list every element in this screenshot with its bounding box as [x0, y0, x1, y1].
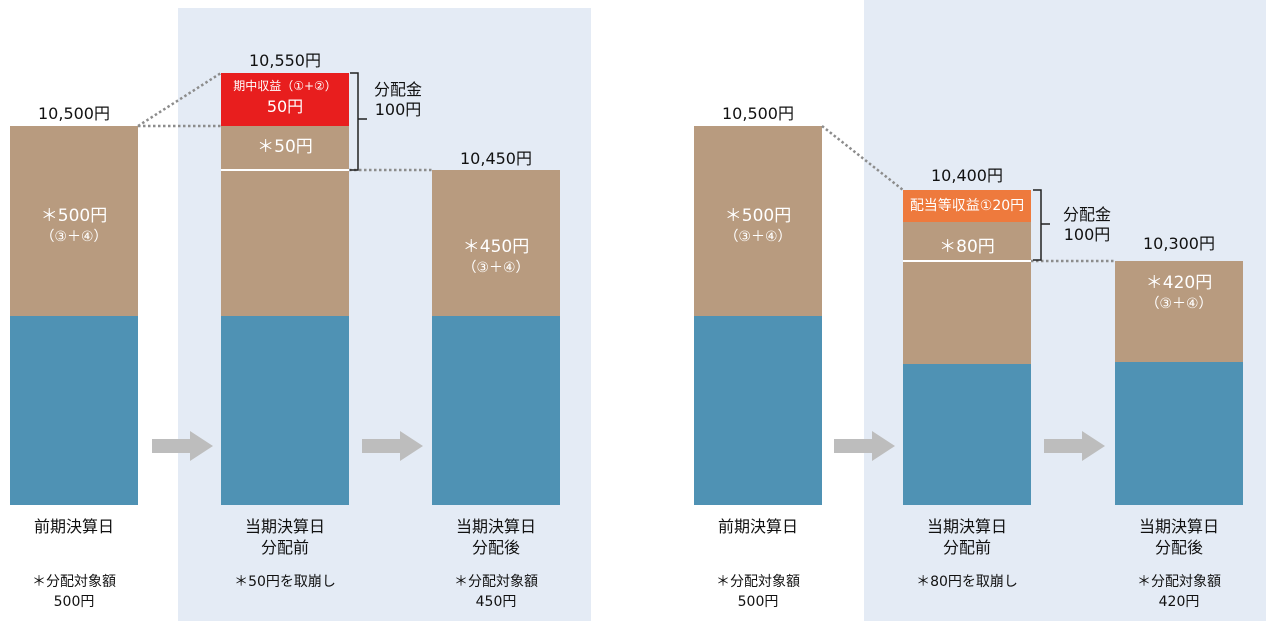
- right-bar3-top-value: 10,300円: [1143, 234, 1215, 253]
- right-bar3-label: 当期決算日 分配後: [1115, 516, 1243, 558]
- right-bracket: [1033, 189, 1042, 261]
- right-bar1-label: 前期決算日: [717, 517, 798, 536]
- right-bar2-orange-text: 配当等収益①20円: [909, 198, 1025, 214]
- left-bar2-label-line2: 分配前: [260, 538, 309, 557]
- right-bar3-tan-segment: [1115, 261, 1243, 362]
- right-bar1-note: ＊分配対象額 500円: [694, 572, 822, 612]
- right-bar2-note: ＊80円を取崩し: [916, 574, 1018, 590]
- right-bar3-tan-label: ＊420円 （③＋④）: [1115, 272, 1243, 314]
- right-bar2-blue-segment: [903, 364, 1031, 505]
- right-bar3-note: ＊分配対象額 420円: [1115, 572, 1243, 612]
- right-dividend-label: 分配金 100円: [1052, 205, 1122, 245]
- left-bar3-label-line1: 当期決算日: [455, 517, 536, 536]
- left-arrow-2: [362, 431, 423, 461]
- right-arrow-1: [834, 431, 895, 461]
- left-bar2-divider: [221, 169, 349, 171]
- right-bar2-label-line2: 分配前: [942, 538, 991, 557]
- right-bar2-tan-main: ＊80円: [939, 237, 995, 257]
- left-bar3-tan-sub: （③＋④）: [462, 260, 530, 276]
- right-bar3-label-line1: 当期決算日: [1138, 517, 1219, 536]
- right-bar1-tan-label: ＊500円 （③＋④）: [694, 205, 822, 247]
- right-bar2-label: 当期決算日 分配前: [903, 516, 1031, 558]
- right-bar1-tan-segment: [694, 126, 822, 316]
- left-bar3-note-line1: ＊分配対象額: [454, 574, 538, 590]
- left-bar2-label: 当期決算日 分配前: [221, 516, 349, 558]
- left-bar2-red-label: 期中収益（①+②） 50円: [221, 76, 349, 118]
- left-bar2-blue-segment: [221, 316, 349, 505]
- left-bar3-note: ＊分配対象額 450円: [432, 572, 560, 612]
- right-bar2-divider: [903, 260, 1031, 262]
- left-dividend-line2: 100円: [374, 100, 422, 119]
- right-bar3-note-line1: ＊分配対象額: [1137, 574, 1221, 590]
- left-dividend-label: 分配金 100円: [368, 80, 428, 120]
- left-bar3-tan-label: ＊450円 （③＋④）: [432, 236, 560, 278]
- right-bar3-note-line2: 420円: [1158, 594, 1200, 610]
- left-bar3-note-line2: 450円: [475, 594, 517, 610]
- left-bar3-blue-segment: [432, 316, 560, 505]
- left-bar2-top-value: 10,550円: [249, 51, 321, 70]
- right-bar1-blue-segment: [694, 316, 822, 505]
- left-bar2-red-segment: [221, 73, 349, 126]
- left-connector-diagonal: [137, 71, 222, 128]
- left-bar3-tan-main: ＊450円: [462, 237, 530, 257]
- left-bar1-tan-main: ＊500円: [40, 206, 108, 226]
- left-bar2-red-line2: 50円: [266, 97, 304, 116]
- left-bracket: [350, 72, 359, 171]
- left-bar2-tan-label: ＊50円: [221, 136, 349, 158]
- right-bar2-orange-label: 配当等収益①20円: [903, 195, 1031, 217]
- right-bar1-tan-sub: （③＋④）: [724, 229, 792, 245]
- left-bar1-tan-sub: （③＋④）: [40, 229, 108, 245]
- left-bar2-label-line1: 当期決算日: [244, 517, 325, 536]
- right-bar2-tan-label: ＊80円: [903, 236, 1031, 258]
- right-bar2-top-value: 10,400円: [931, 166, 1003, 185]
- left-bar1-note-line2: 500円: [53, 594, 95, 610]
- left-bar1-label: 前期決算日: [33, 517, 114, 536]
- left-bar2-red-line1: 期中収益（①+②）: [233, 79, 337, 93]
- right-dividend-line2: 100円: [1063, 225, 1111, 244]
- left-bar1-blue-segment: [10, 316, 138, 505]
- left-bar3-top-value: 10,450円: [460, 149, 532, 168]
- left-bar2-tan-segment: [221, 126, 349, 316]
- left-bar3-label: 当期決算日 分配後: [432, 516, 560, 558]
- right-dividend-line1: 分配金: [1062, 205, 1111, 224]
- left-bar1-note-line1: ＊分配対象額: [32, 574, 116, 590]
- left-bar1-tan-label: ＊500円 （③＋④）: [10, 205, 138, 247]
- right-connector-diagonal: [821, 125, 904, 191]
- right-bar1-note-line2: 500円: [737, 594, 779, 610]
- left-bar1-tan-segment: [10, 126, 138, 316]
- left-bar1-note: ＊分配対象額 500円: [10, 572, 138, 612]
- right-bar3-blue-segment: [1115, 362, 1243, 505]
- left-dividend-line1: 分配金: [373, 80, 422, 99]
- right-bar1-top-value: 10,500円: [722, 104, 794, 123]
- left-bar3-tan-segment: [432, 170, 560, 316]
- right-bar1-note-line1: ＊分配対象額: [716, 574, 800, 590]
- right-bar2-label-line1: 当期決算日: [926, 517, 1007, 536]
- right-bar1-tan-main: ＊500円: [724, 206, 792, 226]
- left-bar3-label-line2: 分配後: [471, 538, 520, 557]
- left-bar2-note: ＊50円を取崩し: [234, 574, 336, 590]
- right-bar2-orange-segment: [903, 190, 1031, 222]
- left-bar1-top-value: 10,500円: [38, 104, 110, 123]
- right-bar3-label-line2: 分配後: [1154, 538, 1203, 557]
- right-bar3-tan-main: ＊420円: [1145, 273, 1213, 293]
- right-bar2-tan-segment: [903, 222, 1031, 364]
- right-bar3-tan-sub: （③＋④）: [1145, 296, 1213, 312]
- right-arrow-2: [1044, 431, 1105, 461]
- left-bar2-tan-main: ＊50円: [257, 137, 313, 157]
- left-arrow-1: [152, 431, 213, 461]
